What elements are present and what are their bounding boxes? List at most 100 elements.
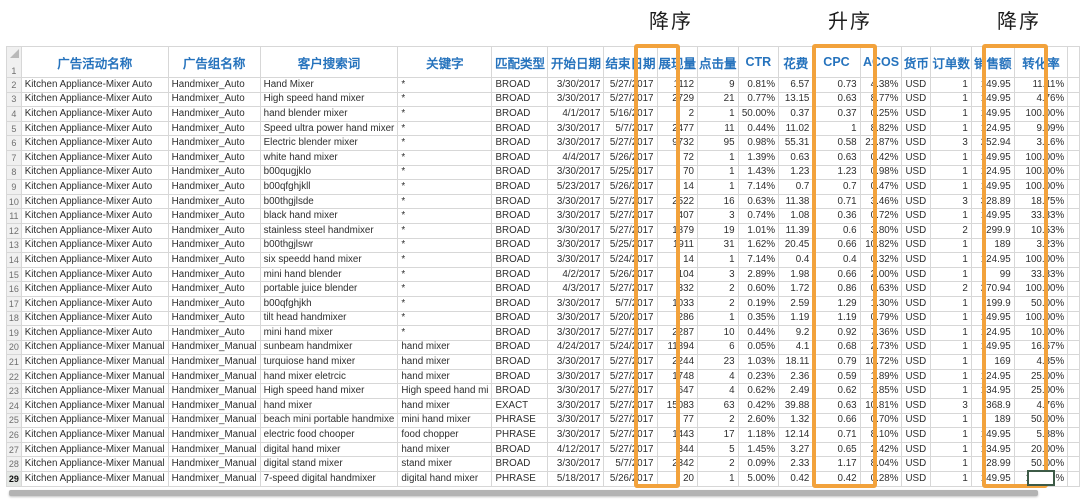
- active-cell-outline[interactable]: [1027, 470, 1055, 486]
- cell[interactable]: 149.95: [970, 310, 1015, 327]
- cell[interactable]: 0.63: [812, 149, 861, 166]
- cell[interactable]: 4.1: [778, 339, 814, 356]
- cell[interactable]: Kitchen Appliance-Mixer Auto: [20, 237, 169, 254]
- cell[interactable]: 2.60%: [737, 412, 780, 429]
- cell[interactable]: 0.79: [812, 354, 861, 370]
- cell[interactable]: USD: [901, 149, 932, 166]
- cell[interactable]: Handmixer_Auto: [167, 149, 261, 166]
- cell[interactable]: b00qugjklo: [259, 164, 399, 181]
- cell[interactable]: food chopper: [397, 427, 493, 443]
- cell[interactable]: 647: [656, 383, 699, 400]
- cell[interactable]: 3/30/2017: [547, 325, 605, 341]
- cell[interactable]: Kitchen Appliance-Mixer Auto: [20, 281, 169, 297]
- cell[interactable]: 4/1/2017: [547, 106, 605, 122]
- cell[interactable]: High speed hand mi: [397, 383, 493, 400]
- cell[interactable]: white hand mixer: [259, 149, 399, 166]
- empty-cell[interactable]: [1067, 354, 1080, 370]
- column-header-13[interactable]: ACOS: [859, 46, 903, 78]
- cell[interactable]: 2: [930, 222, 972, 239]
- cell[interactable]: 5/23/2017: [547, 179, 605, 195]
- cell[interactable]: 33.33%: [1013, 208, 1069, 224]
- cell[interactable]: 3/30/2017: [547, 252, 605, 268]
- column-header-14[interactable]: 货币: [901, 46, 932, 78]
- empty-cell[interactable]: [1067, 164, 1080, 181]
- cell[interactable]: 0.74%: [737, 208, 780, 224]
- cell[interactable]: PHRASE: [491, 471, 549, 487]
- cell[interactable]: 0.63: [778, 149, 814, 166]
- row-number[interactable]: 8: [6, 164, 22, 181]
- cell[interactable]: 0.25%: [859, 106, 903, 122]
- cell[interactable]: BROAD: [491, 193, 549, 210]
- cell[interactable]: 149.95: [970, 91, 1015, 108]
- cell[interactable]: 3/30/2017: [547, 354, 605, 370]
- empty-cell[interactable]: [1067, 237, 1080, 254]
- row-number[interactable]: 28: [6, 456, 22, 473]
- cell[interactable]: six speedd hand mixer: [259, 252, 399, 268]
- cell[interactable]: sunbeam handmixer: [259, 339, 399, 356]
- row-number[interactable]: 20: [6, 339, 22, 356]
- cell[interactable]: hand mixer: [259, 398, 399, 414]
- cell[interactable]: Kitchen Appliance-Mixer Auto: [20, 135, 169, 151]
- empty-cell[interactable]: [1067, 208, 1080, 224]
- cell[interactable]: 1911: [656, 237, 699, 254]
- cell[interactable]: hand mixer eletrcic: [259, 368, 399, 385]
- cell[interactable]: BROAD: [491, 252, 549, 268]
- cell[interactable]: Kitchen Appliance-Mixer Manual: [20, 383, 169, 400]
- empty-column-header[interactable]: [1067, 46, 1080, 78]
- cell[interactable]: 0.19%: [737, 295, 780, 312]
- cell[interactable]: Handmixer_Auto: [167, 120, 261, 137]
- empty-cell[interactable]: [1067, 412, 1080, 429]
- cell[interactable]: Handmixer_Manual: [167, 471, 261, 487]
- column-header-1[interactable]: 广告活动名称: [20, 46, 169, 78]
- empty-cell[interactable]: [1067, 91, 1080, 108]
- cell[interactable]: 10.72%: [859, 354, 903, 370]
- cell[interactable]: BROAD: [491, 77, 549, 93]
- cell[interactable]: 1: [930, 237, 972, 254]
- cell[interactable]: Handmixer_Manual: [167, 398, 261, 414]
- cell[interactable]: Handmixer_Auto: [167, 325, 261, 341]
- empty-cell[interactable]: [1067, 456, 1080, 473]
- cell[interactable]: 5/20/2017: [603, 310, 658, 327]
- cell[interactable]: 0.42%: [859, 149, 903, 166]
- cell[interactable]: 149.95: [970, 179, 1015, 195]
- cell[interactable]: 3/30/2017: [547, 164, 605, 181]
- cell[interactable]: 1.39%: [737, 149, 780, 166]
- cell[interactable]: Kitchen Appliance-Mixer Auto: [20, 164, 169, 181]
- cell[interactable]: 1: [697, 310, 739, 327]
- cell[interactable]: Handmixer_Auto: [167, 208, 261, 224]
- column-header-17[interactable]: 转化率: [1013, 46, 1069, 78]
- cell[interactable]: 0.7: [812, 179, 861, 195]
- cell[interactable]: 0.37: [812, 106, 861, 122]
- cell[interactable]: USD: [901, 193, 932, 210]
- cell[interactable]: Handmixer_Auto: [167, 77, 261, 93]
- cell[interactable]: 2.89%: [737, 266, 780, 283]
- cell[interactable]: 1.30%: [859, 295, 903, 312]
- cell[interactable]: 0.63%: [737, 193, 780, 210]
- cell[interactable]: 0.71: [812, 193, 861, 210]
- cell[interactable]: 2.00%: [859, 266, 903, 283]
- cell[interactable]: 100.00%: [1013, 281, 1069, 297]
- cell[interactable]: Kitchen Appliance-Mixer Manual: [20, 368, 169, 385]
- cell[interactable]: 14: [656, 179, 699, 195]
- cell[interactable]: 0.66: [812, 237, 861, 254]
- cell[interactable]: 299.9: [970, 222, 1015, 239]
- empty-cell[interactable]: [1067, 179, 1080, 195]
- row-number[interactable]: 19: [6, 325, 22, 341]
- row-number[interactable]: 1: [11, 66, 17, 76]
- row-number[interactable]: 2: [6, 77, 22, 93]
- cell[interactable]: 4.76%: [1013, 398, 1069, 414]
- cell[interactable]: 10.00%: [1013, 325, 1069, 341]
- cell[interactable]: hand mixer: [397, 398, 493, 414]
- cell[interactable]: USD: [901, 252, 932, 268]
- cell[interactable]: BROAD: [491, 266, 549, 283]
- cell[interactable]: 10: [697, 325, 739, 341]
- cell[interactable]: Handmixer_Auto: [167, 281, 261, 297]
- row-number[interactable]: 17: [6, 295, 22, 312]
- cell[interactable]: 0.42: [812, 471, 861, 487]
- cell[interactable]: Kitchen Appliance-Mixer Auto: [20, 106, 169, 122]
- cell[interactable]: 270.94: [970, 281, 1015, 297]
- cell[interactable]: *: [397, 77, 493, 93]
- cell[interactable]: USD: [901, 164, 932, 181]
- cell[interactable]: 0.81%: [737, 77, 780, 93]
- cell[interactable]: Kitchen Appliance-Mixer Manual: [20, 456, 169, 473]
